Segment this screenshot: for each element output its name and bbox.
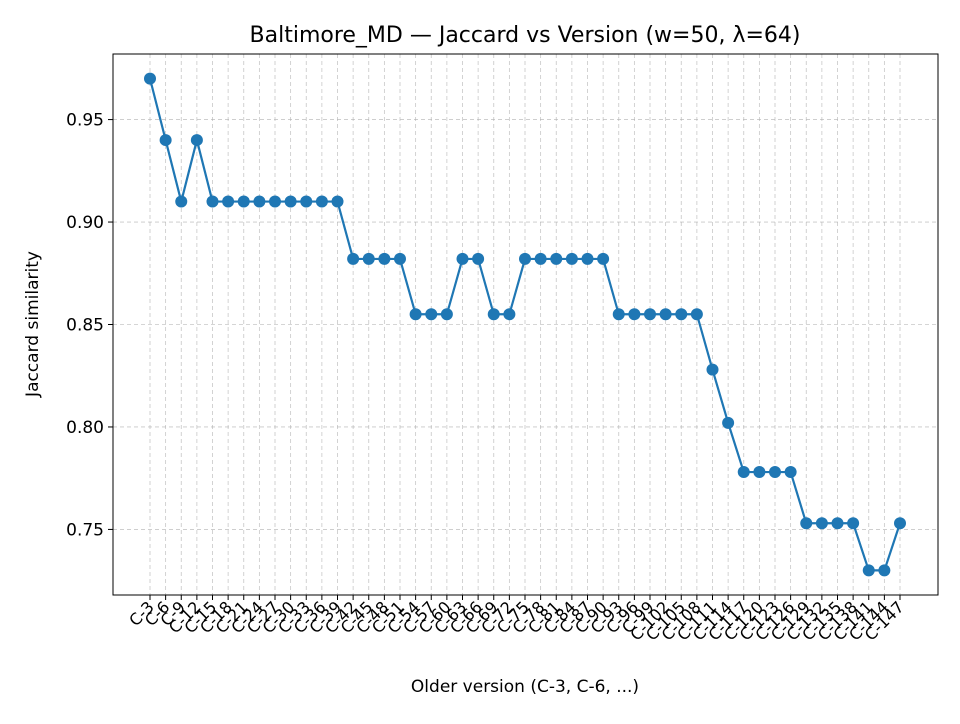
data-point — [425, 308, 438, 321]
data-point — [175, 195, 188, 208]
data-point — [440, 308, 453, 321]
y-tick-label: 0.95 — [66, 111, 104, 131]
data-point — [472, 252, 485, 265]
data-point — [784, 466, 797, 479]
series-layer — [144, 72, 906, 577]
axis-layer: C-3C-6C-9C-12C-15C-18C-21C-24C-27C-30C-3… — [66, 111, 908, 645]
y-tick-label: 0.85 — [66, 316, 104, 336]
data-point — [347, 252, 360, 265]
data-point — [503, 308, 516, 321]
data-point — [847, 517, 860, 530]
data-point — [456, 252, 469, 265]
data-point — [894, 517, 906, 530]
data-point — [706, 363, 719, 376]
data-point — [753, 466, 766, 479]
data-point — [378, 252, 391, 265]
data-point — [597, 252, 610, 265]
data-point — [862, 564, 875, 577]
y-tick-label: 0.75 — [66, 520, 104, 540]
data-point — [190, 134, 203, 147]
data-point — [878, 564, 891, 577]
grid-layer — [113, 54, 938, 595]
chart-title: Baltimore_MD — Jaccard vs Version (w=50,… — [250, 23, 801, 48]
data-point — [394, 252, 406, 265]
data-point — [487, 308, 500, 321]
data-point — [144, 72, 156, 85]
data-point — [519, 252, 531, 265]
data-point — [222, 195, 235, 208]
data-point — [612, 308, 625, 321]
data-point — [253, 195, 266, 208]
data-point — [362, 252, 375, 265]
y-tick-label: 0.80 — [66, 418, 104, 438]
data-point — [800, 517, 813, 530]
data-point — [534, 252, 547, 265]
data-point — [737, 466, 750, 479]
data-point — [690, 308, 703, 321]
data-point — [409, 308, 422, 321]
data-point — [315, 195, 328, 208]
data-point — [159, 134, 172, 147]
y-axis-label: Jaccard similarity — [23, 251, 43, 398]
data-point — [659, 308, 672, 321]
data-point — [815, 517, 828, 530]
data-point — [675, 308, 688, 321]
data-point — [644, 308, 656, 321]
x-axis-label: Older version (C-3, C-6, ...) — [411, 677, 639, 697]
data-point — [831, 517, 844, 530]
data-point — [331, 195, 344, 208]
data-point — [206, 195, 219, 208]
data-point — [565, 252, 578, 265]
data-point — [269, 195, 281, 208]
data-point — [628, 308, 641, 321]
data-point — [237, 195, 250, 208]
data-point — [300, 195, 313, 208]
data-point — [284, 195, 297, 208]
data-point — [769, 466, 781, 479]
data-point — [581, 252, 594, 265]
data-point — [550, 252, 563, 265]
y-tick-label: 0.90 — [66, 213, 104, 233]
data-point — [722, 416, 735, 429]
